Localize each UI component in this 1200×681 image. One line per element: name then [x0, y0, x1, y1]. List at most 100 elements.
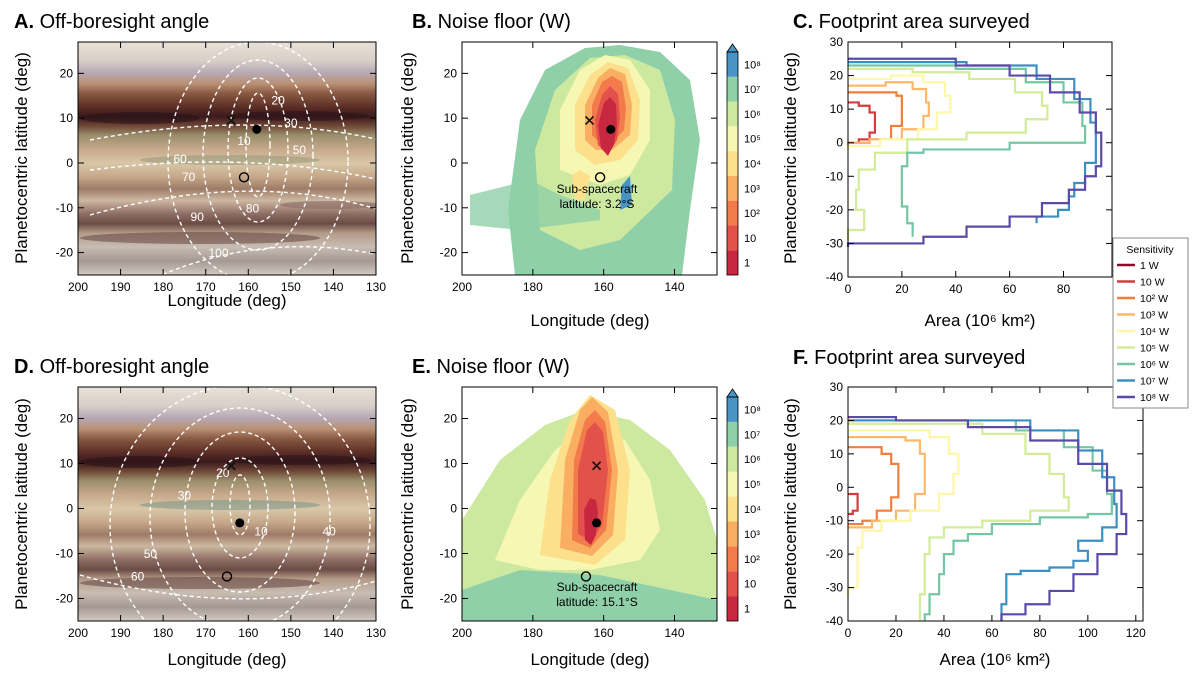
x-tick-label-d: 190: [111, 626, 131, 640]
colorbar-tick-label: 10⁴: [744, 159, 761, 171]
y-tick-label-b: -20: [440, 246, 458, 260]
colorbar-segment: [727, 521, 738, 547]
x-tick-label-f: 20: [889, 626, 903, 640]
contour-labels-d: 20 30 10 40 50 60: [131, 466, 336, 584]
colorbar-segment: [727, 571, 738, 597]
markers-a: [226, 115, 262, 183]
contour-label: 70: [182, 170, 196, 184]
y-tick-label-c: 0: [836, 136, 843, 150]
axes-e: 200 180 160 140 -20 -10 0 10 20: [440, 387, 717, 640]
x-tick-label-c: 60: [1003, 282, 1017, 296]
legend-label: 10⁸ W: [1140, 392, 1169, 404]
markers-e: [580, 461, 602, 582]
y-tick-label-e: 10: [444, 457, 458, 471]
y-tick-label-f: 0: [836, 480, 843, 494]
noise-map-b: [470, 45, 700, 275]
panel-d-title: D. Off-boresight angle: [14, 356, 209, 378]
y-axis-label-d: Planetocentric latitude (deg): [12, 398, 31, 610]
filled-circle-marker: [252, 124, 262, 134]
x-tick-label-c: 80: [1057, 282, 1071, 296]
colorbar-segment: [727, 596, 738, 621]
contour-label: 10: [254, 525, 268, 539]
panel-a: A. Off-boresight angle 10203050607080901…: [12, 11, 386, 310]
legend-label: 10⁶ W: [1140, 359, 1169, 371]
axes-frame-e: [461, 386, 718, 622]
x-tick-label-f: 40: [937, 626, 951, 640]
colorbar-segment: [727, 52, 738, 77]
y-axis-label-a: Planetocentric latitude (deg): [12, 52, 31, 264]
contour-label: 20: [216, 466, 230, 480]
axes-frame-f: [847, 386, 1144, 622]
x-axis-label-f: Area (10⁶ km²): [940, 650, 1051, 669]
boresight-x-marker: [226, 115, 236, 125]
colorbar-tick-label: 10²: [744, 208, 760, 220]
x-tick-label-e: 200: [452, 626, 472, 640]
y-axis-label-f: Planetocentric latitude (deg): [781, 398, 800, 610]
contour-label: 50: [293, 143, 307, 157]
filled-circle-marker: [592, 518, 602, 528]
markers-b: [584, 115, 616, 183]
colorbar-segment: [727, 421, 738, 447]
panel-f: F. Footprint area surveyed 0 20 40 60 80 100 1…: [781, 347, 1146, 669]
x-tick-label-f: 0: [845, 626, 852, 640]
colorbar-tick-label: 10: [744, 233, 756, 245]
y-tick-label-d: 0: [66, 502, 73, 516]
contour-label: 60: [173, 152, 187, 166]
y-tick-label-c: -20: [826, 203, 844, 217]
panel-e-title: E. Noise floor (W): [412, 356, 570, 378]
colorbar-segment: [727, 151, 738, 176]
contour-label: 60: [131, 570, 145, 584]
y-axis-label-e: Planetocentric latitude (deg): [398, 398, 417, 610]
x-axis-label-b: Longitude (deg): [530, 311, 649, 330]
y-tick-label-b: 0: [450, 156, 457, 170]
y-tick-label-f: -20: [826, 547, 844, 561]
axes-a: 200 190 180 170 160 150 140 130 -20 -10 0 10 20: [56, 42, 386, 294]
series-line: [848, 61, 1097, 224]
markers-d: [221, 461, 245, 582]
series-line: [848, 101, 877, 144]
y-tick-label-a: 10: [60, 111, 74, 125]
legend-label: 10³ W: [1140, 310, 1168, 322]
colorbar-tick-label: 10⁶: [744, 454, 761, 466]
series-lines-c: [846, 57, 1103, 247]
axes-d: 200 190 180 170 160 150 140 130 -20 -10 0 10 20: [56, 387, 386, 640]
colorbar-tick-label: 10²: [744, 554, 760, 566]
axes-b: 200 180 160 140 -20 -10 0 10 20: [440, 42, 717, 294]
series-lines-f: [846, 415, 1128, 621]
y-tick-label-f: -10: [826, 514, 844, 528]
colorbar-b: 1 10 10² 10³ 10⁴ 10⁵ 10⁶ 10⁷ 10⁸: [726, 43, 761, 276]
y-tick-label-e: 20: [444, 412, 458, 426]
y-tick-label-e: -20: [440, 592, 458, 606]
panel-c-title: C. Footprint area surveyed: [793, 11, 1030, 33]
contour-label: 100: [208, 246, 228, 260]
y-tick-label-a: 20: [60, 66, 74, 80]
annotation-b-line1: Sub-spacecraft: [557, 182, 638, 196]
x-tick-label-e: 180: [523, 626, 543, 640]
y-axis-label-c: Planetocentric latitude (deg): [781, 52, 800, 264]
colorbar-tick-label: 10³: [744, 183, 760, 195]
contour-label: 30: [284, 116, 298, 130]
annotation-e-line1: Sub-spacecraft: [557, 580, 638, 594]
colorbar-frame: [726, 396, 739, 622]
contour-label: 80: [246, 201, 260, 215]
colorbar-frame: [726, 51, 739, 276]
contour-label: 40: [322, 525, 336, 539]
colorbar-segment: [727, 76, 738, 102]
x-tick-label-c: 20: [895, 282, 909, 296]
legend-label: 10⁷ W: [1140, 376, 1168, 388]
series-line: [848, 436, 926, 529]
x-axis-label-e: Longitude (deg): [530, 650, 649, 669]
contour-label: 30: [178, 489, 192, 503]
series-line: [848, 492, 859, 516]
x-tick-label-a: 130: [366, 280, 386, 294]
legend-label: 10⁵ W: [1140, 343, 1169, 355]
colorbar-tick-label: 1: [744, 604, 750, 616]
x-tick-label-a: 140: [323, 280, 343, 294]
x-tick-label-d: 170: [196, 626, 216, 640]
x-tick-label-c: 0: [845, 282, 852, 296]
x-tick-label-a: 150: [281, 280, 301, 294]
legend-label: 1 W: [1140, 260, 1159, 272]
x-tick-label-d: 200: [68, 626, 88, 640]
colorbar-tick-label: 10⁸: [744, 59, 761, 71]
axes-frame-d: [77, 386, 377, 622]
